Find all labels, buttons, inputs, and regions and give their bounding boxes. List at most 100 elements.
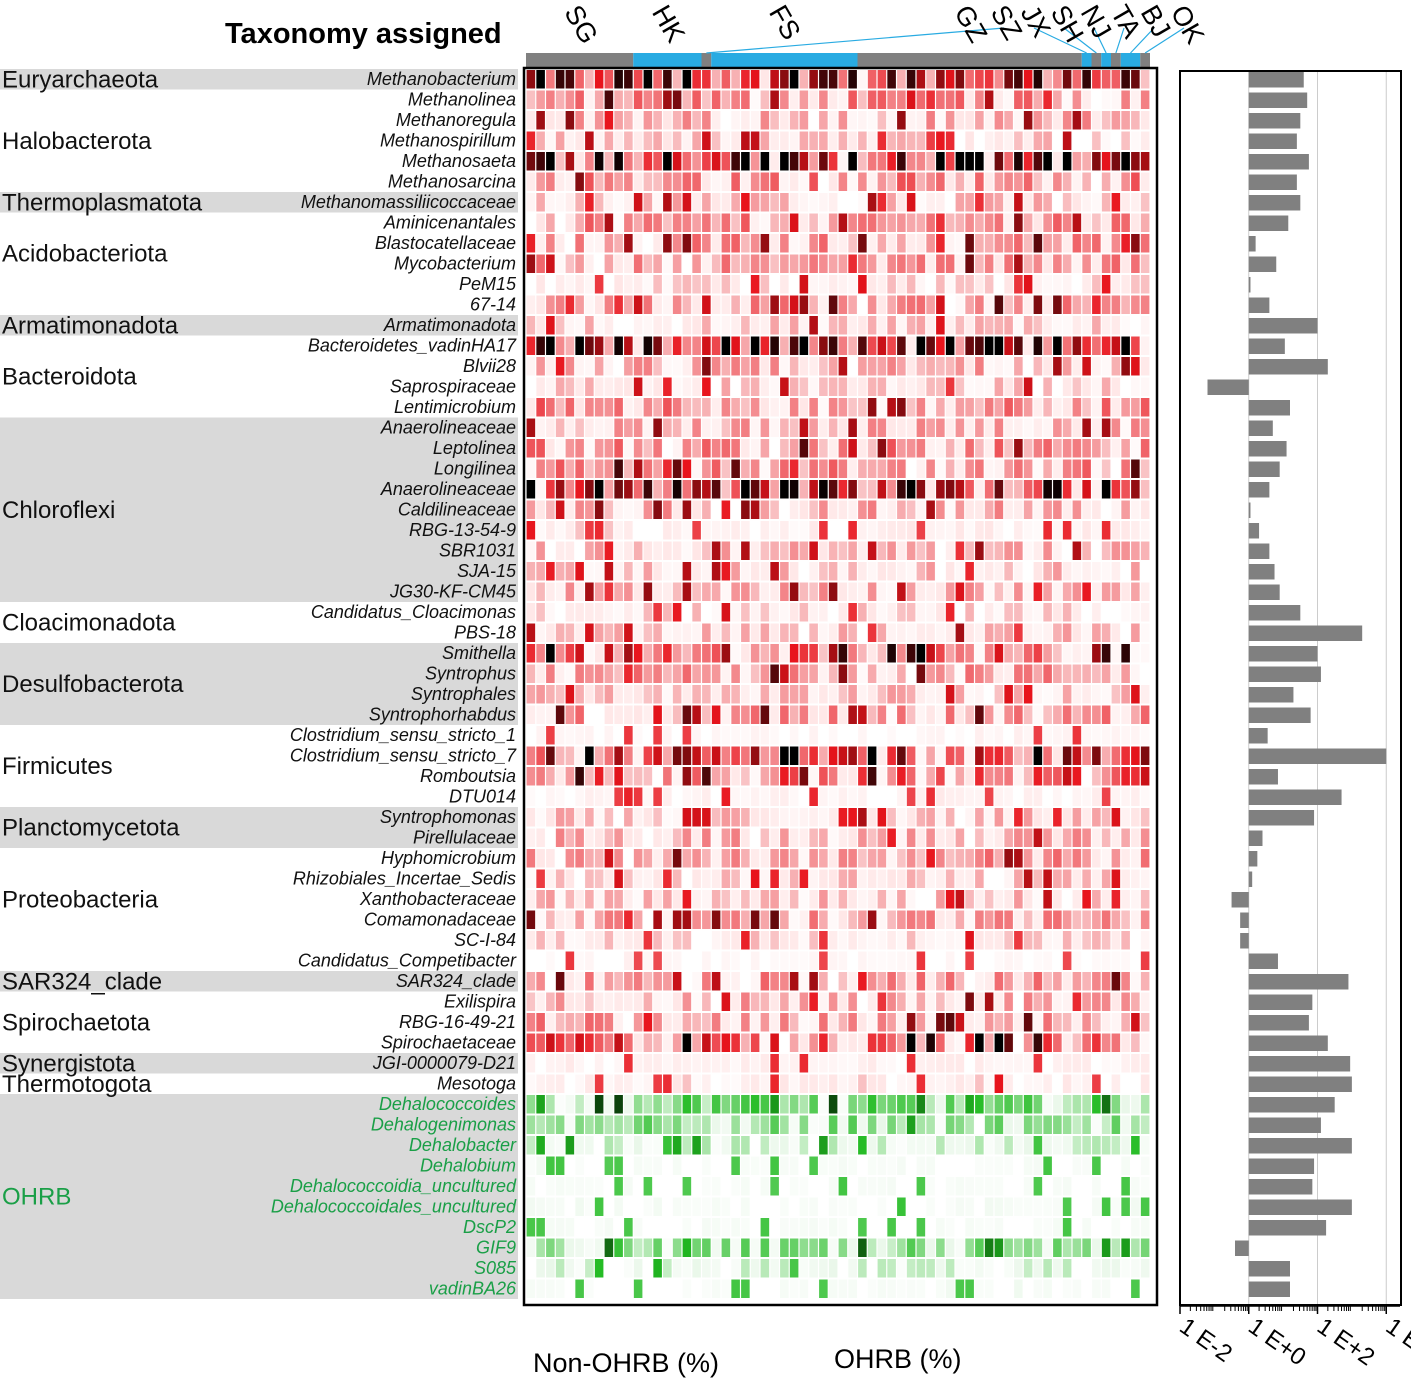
heatmap-cell — [585, 664, 594, 683]
abundance-bar — [1248, 1220, 1327, 1236]
heatmap-cell — [1062, 849, 1072, 868]
heatmap-cell — [819, 828, 828, 847]
taxon-label: Candidatus_Competibacter — [298, 951, 517, 971]
heatmap-cell — [624, 459, 633, 478]
heatmap-cell — [1014, 193, 1023, 212]
heatmap-cell — [1004, 500, 1013, 519]
heatmap-cell — [984, 70, 994, 89]
heatmap-cell — [916, 1156, 926, 1175]
heatmap-cell — [838, 1238, 848, 1257]
heatmap-cell — [975, 972, 984, 991]
heatmap-cell — [1033, 70, 1043, 89]
heatmap-cell — [916, 1013, 926, 1032]
phylum-label: Acidobacteriota — [2, 241, 168, 268]
heatmap-cell — [906, 951, 916, 970]
heatmap-cell — [526, 131, 536, 150]
heatmap-cell — [809, 1218, 818, 1237]
heatmap-cell — [955, 480, 965, 499]
heatmap-cell — [565, 1238, 575, 1257]
heatmap-cell — [653, 111, 662, 130]
heatmap-cell — [672, 767, 682, 786]
heatmap-cell — [945, 685, 955, 704]
heatmap-cell — [1140, 480, 1150, 499]
heatmap-cell — [536, 705, 545, 724]
heatmap-cell — [643, 1197, 653, 1216]
phylum-label: Armatimonadota — [2, 312, 179, 339]
heatmap-cell — [653, 459, 662, 478]
heatmap-cell — [702, 1218, 711, 1237]
heatmap-cell — [926, 1095, 935, 1114]
heatmap-cell — [721, 1095, 731, 1114]
heatmap-cell — [653, 910, 662, 929]
heatmap-cell — [565, 377, 575, 396]
heatmap-cell — [721, 644, 731, 663]
heatmap-cell — [916, 541, 926, 560]
heatmap-cell — [965, 377, 974, 396]
heatmap-cell — [945, 951, 955, 970]
heatmap-cell — [682, 377, 692, 396]
heatmap-cell — [565, 418, 575, 437]
heatmap-cell — [1072, 828, 1082, 847]
heatmap-cell — [741, 1074, 750, 1093]
heatmap-cell — [692, 357, 701, 376]
heatmap-cell — [1092, 234, 1101, 253]
heatmap-cell — [848, 1238, 857, 1257]
heatmap-cell — [546, 1177, 555, 1196]
heatmap-cell — [926, 398, 935, 417]
heatmap-cell — [585, 172, 594, 191]
heatmap-cell — [653, 746, 662, 765]
heatmap-cell — [633, 1156, 643, 1175]
heatmap-cell — [867, 746, 877, 765]
heatmap-cell — [916, 562, 926, 581]
heatmap-cell — [555, 398, 565, 417]
xlabel-ohrb: OHRB (%) — [834, 1344, 962, 1374]
heatmap-cell — [1072, 1095, 1082, 1114]
heatmap-cell — [643, 1238, 653, 1257]
heatmap-cell — [1131, 726, 1140, 745]
heatmap-cell — [1072, 767, 1082, 786]
heatmap-cell — [604, 111, 614, 130]
heatmap-cell — [711, 254, 721, 273]
heatmap-cell — [1082, 1115, 1091, 1134]
heatmap-cell — [1033, 849, 1043, 868]
heatmap-cell — [711, 172, 721, 191]
heatmap-cell — [926, 213, 935, 232]
heatmap-cell — [682, 726, 692, 745]
heatmap-cell — [1131, 787, 1140, 806]
heatmap-cell — [1092, 808, 1101, 827]
heatmap-cell — [887, 439, 896, 458]
heatmap-cell — [945, 767, 955, 786]
heatmap-cell — [828, 808, 838, 827]
phylum-label: Thermoplasmatota — [2, 189, 203, 216]
heatmap-cell — [536, 1259, 545, 1278]
heatmap-cell — [887, 1279, 896, 1298]
heatmap-cell — [565, 972, 575, 991]
heatmap-cell — [897, 767, 906, 786]
heatmap-cell — [1111, 357, 1121, 376]
heatmap-cell — [614, 664, 623, 683]
heatmap-cell — [799, 70, 809, 89]
heatmap-cell — [799, 828, 809, 847]
heatmap-cell — [760, 562, 770, 581]
heatmap-cell — [887, 869, 896, 888]
heatmap-cell — [906, 357, 916, 376]
heatmap-cell — [1092, 398, 1101, 417]
heatmap-cell — [594, 869, 604, 888]
heatmap-cell — [828, 1095, 838, 1114]
heatmap-cell — [682, 890, 692, 909]
heatmap-cell — [1082, 295, 1091, 314]
heatmap-cell — [624, 1177, 633, 1196]
heatmap-cell — [916, 275, 926, 294]
heatmap-cell — [643, 254, 653, 273]
heatmap-cell — [565, 931, 575, 950]
heatmap-cell — [809, 541, 818, 560]
heatmap-cell — [643, 1095, 653, 1114]
heatmap-cell — [1062, 808, 1072, 827]
heatmap-cell — [828, 869, 838, 888]
heatmap-cell — [633, 808, 643, 827]
heatmap-cell — [1023, 685, 1033, 704]
heatmap-cell — [624, 664, 633, 683]
heatmap-cell — [994, 1177, 1004, 1196]
heatmap-cell — [526, 90, 536, 109]
heatmap-cell — [760, 787, 770, 806]
